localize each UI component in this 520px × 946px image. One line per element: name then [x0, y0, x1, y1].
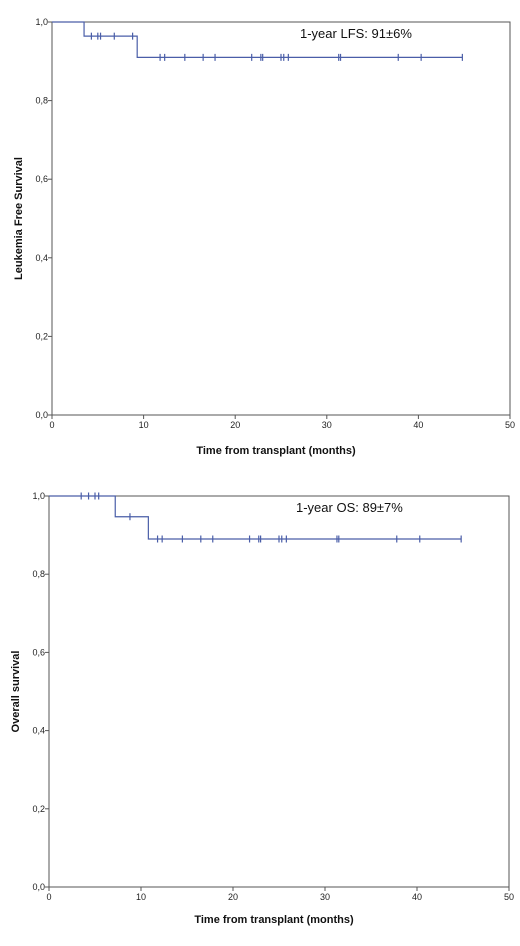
lfs-x-tick-label: 40: [413, 420, 423, 430]
lfs-chart-panel: 0 10 20 30 40 50 0,0 0,2 0,4 0,6 0,8 1,0 Time from t…: [0, 0, 520, 470]
os-x-tick-label: 50: [504, 892, 514, 902]
lfs-x-tick-label: 20: [230, 420, 240, 430]
os-y-tick-label: 0,2: [32, 804, 45, 814]
os-x-tick-label: 30: [320, 892, 330, 902]
lfs-y-tick-label: 1,0: [35, 17, 48, 27]
os-x-tick-label: 10: [136, 892, 146, 902]
os-y-axis-title: Overall survival: [10, 651, 22, 733]
os-chart-panel: 0 10 20 30 40 50 0,0 0,2 0,4 0,6 0,8 1,0 Time from t…: [0, 470, 520, 941]
os-y-tick-label: 0,4: [32, 726, 45, 736]
lfs-plot-frame: [51, 21, 511, 416]
os-y-tick-label: 0,0: [32, 882, 45, 892]
lfs-survival-curve: [52, 21, 463, 58]
os-x-axis-title: Time from transplant (months): [194, 914, 354, 926]
lfs-y-tick-label: 0,2: [35, 331, 48, 341]
os-annotation: 1-year OS: 89±7%: [296, 500, 403, 515]
os-y-tick-label: 0,6: [32, 647, 45, 657]
os-x-tick-label: 0: [46, 892, 51, 902]
os-chart: 0 10 20 30 40 50 0,0 0,2 0,4 0,6 0,8 1,0 Time from t…: [10, 491, 514, 926]
lfs-x-tick-label: 50: [505, 420, 515, 430]
os-plot-frame: [48, 495, 510, 888]
os-y-tick-label: 1,0: [32, 491, 45, 501]
lfs-y-axis-title: Leukemia Free Survival: [13, 157, 25, 280]
lfs-x-tick-label: 30: [322, 420, 332, 430]
os-y-tick-label: 0,8: [32, 569, 45, 579]
lfs-chart: 0 10 20 30 40 50 0,0 0,2 0,4 0,6 0,8 1,0 Time from t…: [13, 17, 515, 457]
lfs-y-tick-label: 0,8: [35, 96, 48, 106]
lfs-y-tick-label: 0,6: [35, 174, 48, 184]
lfs-y-tick-label: 0,0: [35, 410, 48, 420]
lfs-x-axis-title: Time from transplant (months): [196, 445, 356, 457]
lfs-x-tick-label: 10: [139, 420, 149, 430]
lfs-x-tick-label: 0: [49, 420, 54, 430]
os-x-tick-label: 40: [412, 892, 422, 902]
os-x-tick-label: 20: [228, 892, 238, 902]
lfs-annotation: 1-year LFS: 91±6%: [300, 26, 412, 41]
lfs-y-tick-label: 0,4: [35, 253, 48, 263]
